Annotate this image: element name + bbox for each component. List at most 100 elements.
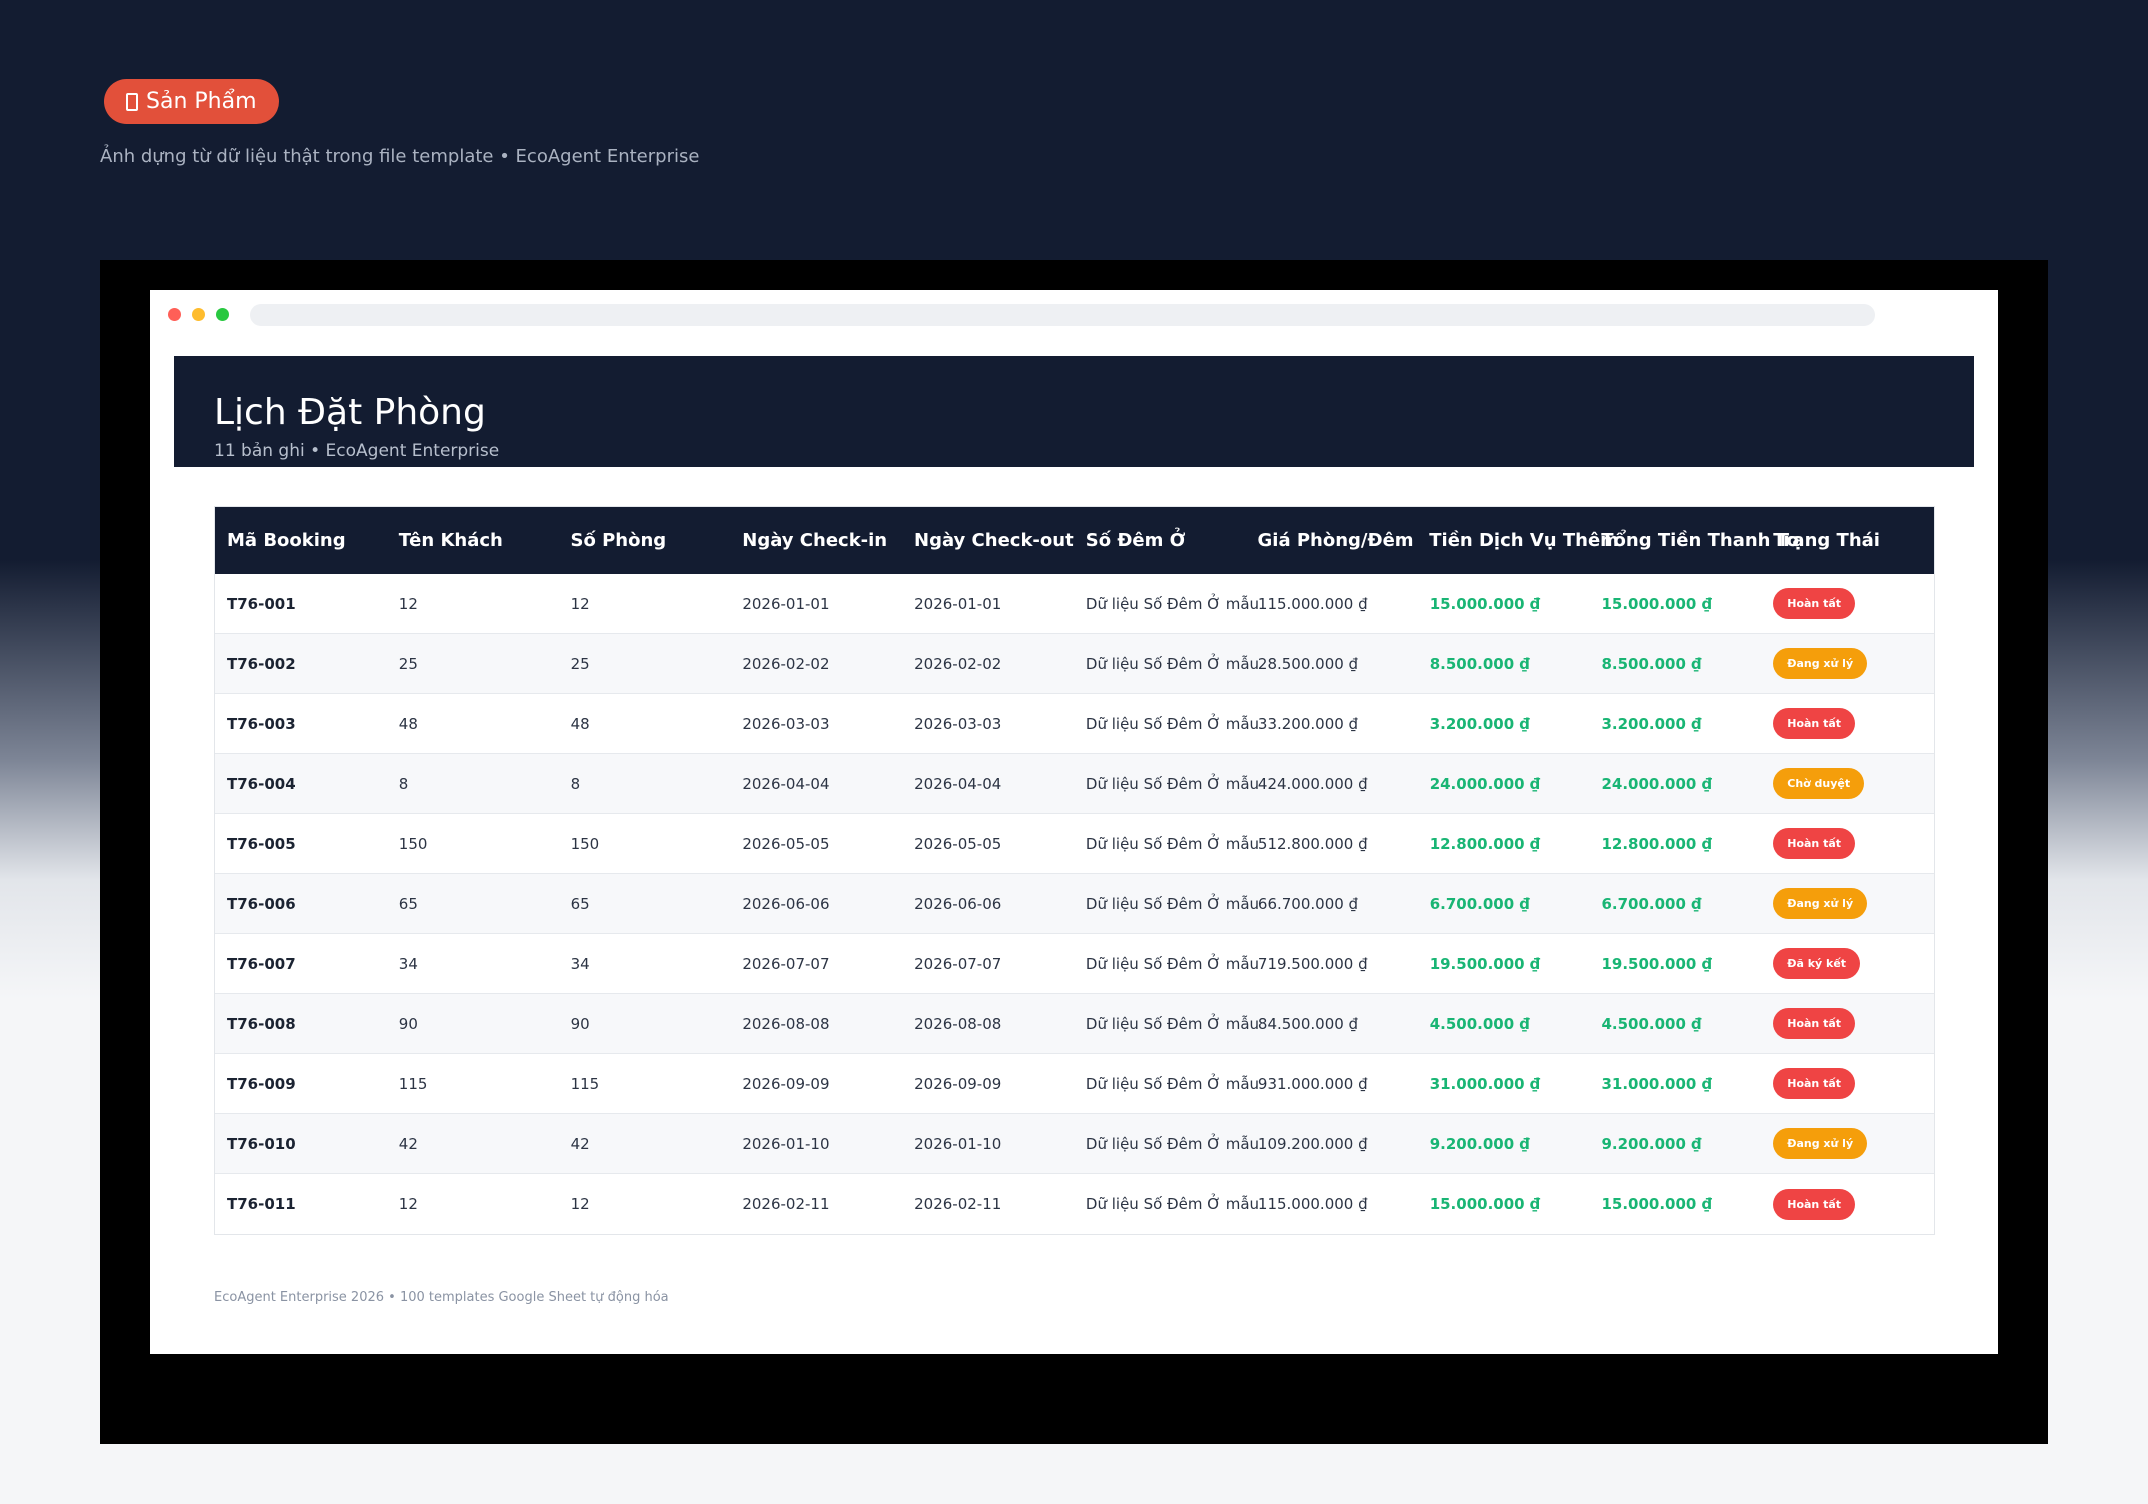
- cell-total: 12.800.000 ₫: [1601, 834, 1713, 853]
- cell-status: Hoàn tất: [1761, 1068, 1934, 1099]
- column-header[interactable]: Ngày Check-in: [742, 530, 888, 551]
- cell-total: 9.200.000 ₫: [1601, 1134, 1702, 1153]
- cell-room: 65: [570, 894, 590, 913]
- maximize-dot-icon[interactable]: [216, 308, 229, 321]
- close-dot-icon[interactable]: [168, 308, 181, 321]
- table-row[interactable]: T76-006 65 65 2026-06-06 2026-06-06 Dữ liệu S…: [215, 874, 1934, 934]
- cell-total: 15.000.000 ₫: [1601, 594, 1713, 613]
- status-badge: Đang xử lý: [1773, 1128, 1868, 1159]
- cell-service: 31.000.000 ₫: [1429, 1074, 1541, 1093]
- table-row[interactable]: T76-009 115 115 2026-09-09 2026-09-09 Dữ liệu…: [215, 1054, 1934, 1114]
- cell-checkout: 2026-08-08: [914, 1014, 1002, 1033]
- table-row[interactable]: T76-011 12 12 2026-02-11 2026-02-11 Dữ liệu S…: [215, 1174, 1934, 1234]
- cell-checkin: 2026-09-09: [742, 1074, 830, 1093]
- cell-total: 24.000.000 ₫: [1601, 774, 1713, 793]
- table-header-row: Mã Booking Tên Khách Số Phòng Ngày Check-in…: [215, 507, 1934, 574]
- cell-status: Hoàn tất: [1761, 588, 1934, 619]
- cell-code: T76-005: [227, 834, 296, 853]
- cell-room: 25: [570, 654, 590, 673]
- cell-room: 12: [570, 594, 590, 613]
- status-badge: Hoàn tất: [1773, 1008, 1856, 1039]
- cell-code: T76-010: [227, 1134, 296, 1153]
- table-row[interactable]: T76-010 42 42 2026-01-10 2026-01-10 Dữ liệu S…: [215, 1114, 1934, 1174]
- cell-code: T76-008: [227, 1014, 296, 1033]
- cell-service: 9.200.000 ₫: [1429, 1134, 1530, 1153]
- column-header[interactable]: Tên Khách: [398, 530, 503, 551]
- cell-room: 8: [570, 774, 581, 793]
- table-row[interactable]: T76-001 12 12 2026-01-01 2026-01-01 Dữ liệu S…: [215, 574, 1934, 634]
- cell-guest: 25: [398, 654, 418, 673]
- cell-room: 42: [570, 1134, 590, 1153]
- column-header[interactable]: Số Phòng: [570, 530, 667, 551]
- cell-price: 84.500.000 ₫: [1257, 1014, 1359, 1033]
- table-row[interactable]: T76-005 150 150 2026-05-05 2026-05-05 Dữ liệu…: [215, 814, 1934, 874]
- cell-status: Đang xử lý: [1761, 888, 1934, 919]
- cell-status: Đã ký kết: [1761, 948, 1934, 979]
- cell-checkout: 2026-04-04: [914, 774, 1002, 793]
- column-header[interactable]: Tổng Tiền Thanh To: [1601, 530, 1799, 551]
- cell-status: Hoàn tất: [1761, 1188, 1934, 1220]
- cell-service: 6.700.000 ₫: [1429, 894, 1530, 913]
- cell-guest: 90: [398, 1014, 418, 1033]
- status-badge: Hoàn tất: [1773, 1188, 1856, 1220]
- cell-price: 66.700.000 ₫: [1257, 894, 1359, 913]
- cell-service: 15.000.000 ₫: [1429, 594, 1541, 613]
- cell-total: 19.500.000 ₫: [1601, 954, 1713, 973]
- status-badge: Đã ký kết: [1773, 948, 1861, 979]
- product-badge-label: Sản Phẩm: [146, 89, 257, 114]
- cell-checkin: 2026-08-08: [742, 1014, 830, 1033]
- cell-nights: Dữ liệu Số Đêm Ở mẫu: [1085, 654, 1260, 673]
- cell-total: 3.200.000 ₫: [1601, 714, 1702, 733]
- cell-guest: 48: [398, 714, 418, 733]
- cell-checkin: 2026-05-05: [742, 834, 830, 853]
- cell-room: 48: [570, 714, 590, 733]
- cell-price: 719.500.000 ₫: [1257, 954, 1368, 973]
- column-header[interactable]: Ngày Check-out: [914, 530, 1074, 551]
- column-header[interactable]: Giá Phòng/Đêm: [1257, 530, 1414, 551]
- cell-guest: 12: [398, 1195, 418, 1213]
- cell-price: 512.800.000 ₫: [1257, 834, 1368, 853]
- table-row[interactable]: T76-007 34 34 2026-07-07 2026-07-07 Dữ liệu S…: [215, 934, 1934, 994]
- cell-checkout: 2026-01-10: [914, 1134, 1002, 1153]
- cell-code: T76-009: [227, 1074, 296, 1093]
- column-header[interactable]: Tiền Dịch Vụ Thêm: [1429, 530, 1619, 551]
- address-bar[interactable]: [250, 304, 1875, 326]
- cell-service: 24.000.000 ₫: [1429, 774, 1541, 793]
- product-badge[interactable]: Sản Phẩm: [104, 79, 279, 124]
- cell-code: T76-004: [227, 774, 296, 793]
- column-header[interactable]: Trạng Thái: [1773, 530, 1880, 551]
- cell-nights: Dữ liệu Số Đêm Ở mẫu: [1085, 894, 1260, 913]
- status-badge: Hoàn tất: [1773, 1068, 1856, 1099]
- table-row[interactable]: T76-008 90 90 2026-08-08 2026-08-08 Dữ liệu S…: [215, 994, 1934, 1054]
- cell-guest: 42: [398, 1134, 418, 1153]
- cell-checkout: 2026-05-05: [914, 834, 1002, 853]
- table-row[interactable]: T76-003 48 48 2026-03-03 2026-03-03 Dữ liệu S…: [215, 694, 1934, 754]
- cell-price: 109.200.000 ₫: [1257, 1134, 1368, 1153]
- cell-checkout: 2026-03-03: [914, 714, 1002, 733]
- cell-checkin: 2026-02-02: [742, 654, 830, 673]
- status-badge: Hoàn tất: [1773, 588, 1856, 619]
- cell-guest: 12: [398, 594, 418, 613]
- page-footer: EcoAgent Enterprise 2026 • 100 templates…: [214, 1290, 669, 1305]
- cell-room: 12: [570, 1195, 590, 1213]
- cell-service: 4.500.000 ₫: [1429, 1014, 1530, 1033]
- window-controls: [168, 308, 229, 321]
- column-header[interactable]: Mã Booking: [227, 530, 346, 551]
- status-badge: Chờ duyệt: [1773, 768, 1865, 799]
- column-header[interactable]: Số Đêm Ở: [1085, 530, 1186, 551]
- cell-checkout: 2026-06-06: [914, 894, 1002, 913]
- cell-code: T76-002: [227, 654, 296, 673]
- status-badge: Đang xử lý: [1773, 888, 1868, 919]
- cell-price: 115.000.000 ₫: [1257, 594, 1368, 613]
- minimize-dot-icon[interactable]: [192, 308, 205, 321]
- cell-price: 115.000.000 ₫: [1257, 1195, 1368, 1213]
- cell-guest: 8: [398, 774, 409, 793]
- cell-nights: Dữ liệu Số Đêm Ở mẫu: [1085, 1074, 1260, 1093]
- cell-price: 931.000.000 ₫: [1257, 1074, 1368, 1093]
- status-badge: Hoàn tất: [1773, 708, 1856, 739]
- table-row[interactable]: T76-004 8 8 2026-04-04 2026-04-04 Dữ liệu Số …: [215, 754, 1934, 814]
- cell-checkin: 2026-03-03: [742, 714, 830, 733]
- table-row[interactable]: T76-002 25 25 2026-02-02 2026-02-02 Dữ liệu S…: [215, 634, 1934, 694]
- page-subtitle: 11 bản ghi • EcoAgent Enterprise: [214, 441, 500, 461]
- cell-checkout: 2026-09-09: [914, 1074, 1002, 1093]
